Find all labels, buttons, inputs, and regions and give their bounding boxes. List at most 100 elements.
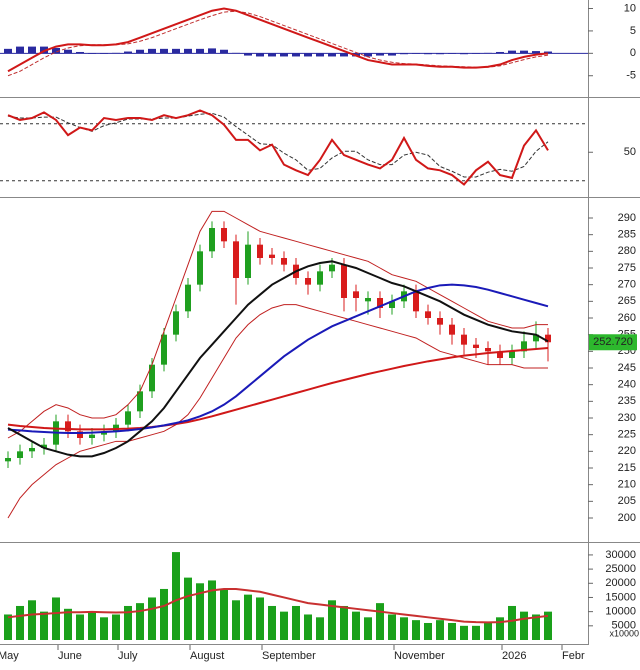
volume-bar <box>412 620 420 640</box>
volume-bar <box>220 588 228 640</box>
histogram-bar <box>208 48 216 54</box>
candle-body <box>269 254 275 258</box>
histogram-bar <box>244 53 252 56</box>
histogram-bar <box>280 53 288 57</box>
y-tick-label: 50 <box>624 146 636 158</box>
candle-body <box>149 364 155 392</box>
volume-bar <box>172 552 180 640</box>
volume-bar <box>508 605 516 640</box>
volume-bar <box>400 617 408 640</box>
histogram-bar <box>436 53 444 55</box>
volume-bar <box>328 600 336 640</box>
series-line <box>7 260 549 458</box>
series-line <box>7 347 549 431</box>
candle-body <box>473 344 479 348</box>
histogram-bar <box>328 53 336 57</box>
candle-body <box>437 318 443 325</box>
candle-body <box>365 298 371 302</box>
candle-body <box>41 444 47 448</box>
volume-bar <box>208 580 216 640</box>
y-tick-label: 10000 <box>605 606 636 618</box>
x-tick-label: July <box>118 650 138 662</box>
candle-body <box>221 228 227 242</box>
volume-bar <box>292 605 300 640</box>
candle-body <box>545 334 551 343</box>
x-tick-label: June <box>58 650 82 662</box>
y-tick-label: 25000 <box>605 563 636 575</box>
candle-body <box>209 228 215 252</box>
volume-bar <box>376 603 384 640</box>
histogram-bar <box>124 51 132 54</box>
y-tick-label: 5 <box>630 25 636 37</box>
series-line <box>7 283 549 434</box>
histogram-bar <box>100 53 108 54</box>
candle-body <box>305 278 311 285</box>
histogram-bar <box>376 53 384 56</box>
histogram-bar <box>16 46 24 54</box>
histogram-bar <box>508 50 516 54</box>
volume-bar <box>28 600 36 640</box>
y-tick-label: 235 <box>618 395 636 407</box>
volume-bar <box>364 617 372 640</box>
y-tick-label: 10 <box>624 2 636 14</box>
candle-body <box>533 334 539 342</box>
volume-bar <box>232 600 240 640</box>
series-line <box>7 109 549 186</box>
y-tick-label: 5000 <box>612 620 636 632</box>
series-line <box>7 112 549 178</box>
last-price-box <box>589 334 637 351</box>
volume-bar <box>316 617 324 640</box>
volume-bar <box>496 617 504 640</box>
candle-body <box>185 284 191 312</box>
volume-bar <box>268 605 276 640</box>
histogram-bar <box>268 53 276 57</box>
volume-bar <box>52 597 60 640</box>
candle-body <box>17 451 23 458</box>
candle-body <box>281 258 287 265</box>
candle-body <box>197 251 203 285</box>
y-tick-label: 245 <box>618 362 636 374</box>
candle-body <box>461 334 467 345</box>
volume-bar <box>256 597 264 640</box>
volume-bar <box>484 622 492 640</box>
last-price-label: 252.720 <box>593 336 633 348</box>
candle-body <box>245 244 251 278</box>
volume-bar <box>340 605 348 640</box>
y-tick-label: 30000 <box>605 549 636 561</box>
histogram-bar <box>28 46 36 54</box>
histogram-bar <box>292 53 300 57</box>
volume-bar <box>88 611 96 640</box>
candle-body <box>521 341 527 352</box>
y-tick-label: 240 <box>618 379 636 391</box>
candle-body <box>65 421 71 432</box>
candle-body <box>5 458 11 462</box>
histogram-bar <box>520 50 528 54</box>
candle-body <box>353 291 359 298</box>
volume-bar <box>472 625 480 640</box>
series-line <box>7 587 549 624</box>
volume-bar <box>136 603 144 640</box>
volume-bar <box>76 614 84 640</box>
histogram-bar <box>160 48 168 54</box>
candle-body <box>341 264 347 298</box>
histogram-bar <box>340 53 348 57</box>
candle-body <box>413 291 419 312</box>
y-tick-label: -5 <box>626 70 636 82</box>
histogram-bar <box>496 51 504 54</box>
histogram-bar <box>364 53 372 57</box>
histogram-bar <box>472 53 480 54</box>
candle-body <box>125 411 131 425</box>
candle-body <box>449 324 455 335</box>
histogram-bar <box>304 53 312 57</box>
histogram-bar <box>232 52 240 54</box>
volume-bar <box>448 622 456 640</box>
candle-body <box>173 311 179 335</box>
histogram-bar <box>544 51 552 54</box>
volume-bar <box>544 611 552 640</box>
histogram-bar <box>460 53 468 55</box>
x-tick-label: May <box>0 650 19 662</box>
y-tick-label: 20000 <box>605 577 636 589</box>
candle-body <box>77 431 83 438</box>
candle-body <box>317 271 323 285</box>
volume-bar <box>64 608 72 640</box>
